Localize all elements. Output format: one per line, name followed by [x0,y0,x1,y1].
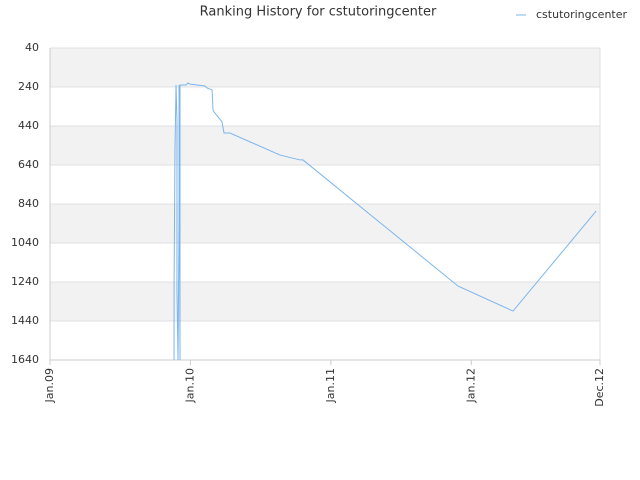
chart-title: Ranking History for cstutoringcenter [200,5,437,20]
x-tick-label: Jan.09 [43,368,56,403]
y-tick-label: 1240 [11,275,39,288]
x-tick-label: Jan.10 [183,368,196,403]
y-tick-label: 240 [18,80,39,93]
band [50,48,600,87]
x-tick-label: Jan.11 [324,368,337,403]
y-tick-label: 840 [18,197,39,210]
x-tick-label: Dec.12 [593,368,606,407]
data-line [173,82,597,361]
band [50,204,600,243]
y-tick-label: 1440 [11,314,39,327]
y-tick-label: 440 [18,119,39,132]
x-tick-label: Jan.12 [464,368,477,403]
y-tick-label: 40 [25,41,39,54]
band [50,126,600,165]
band [50,282,600,321]
y-tick-label: 1640 [11,353,39,366]
y-tick-label: 640 [18,158,39,171]
legend-label: cstutoringcenter [536,8,628,21]
y-tick-label: 1040 [11,236,39,249]
